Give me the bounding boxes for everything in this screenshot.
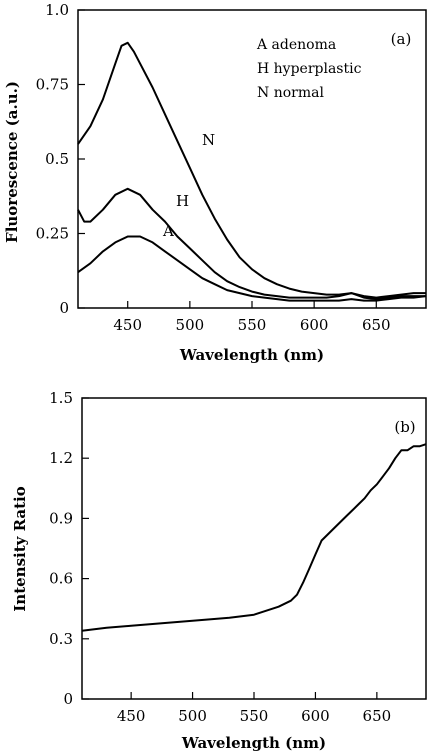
panel-a-curves (77, 41, 427, 302)
panel-b-y-tick-label: 1.2 (49, 449, 73, 467)
panel-a-y-tick-label: 1.0 (45, 1, 69, 19)
panel-b-chart: 450 500 550 600 650 0 0.3 0.6 0.9 1.2 1.5 (b) Wave… (11, 389, 427, 752)
legend-entry-normal: N normal (257, 85, 324, 101)
panel-b-ticks: 450 500 550 600 650 0 0.3 0.6 0.9 1.2 1.5 (49, 389, 391, 725)
panel-a-series-line-h (77, 187, 426, 301)
panel-b-x-tick-label: 550 (240, 707, 269, 725)
panel-a-series-line-a (77, 235, 427, 302)
panel-a-chart: 450 500 550 600 650 0 0.25 0.5 0.75 1.0 (a) A ade… (3, 1, 427, 364)
panel-b-plot-frame (81, 397, 427, 700)
curve-label-a: A (162, 222, 174, 240)
panel-a-series-line-n (77, 41, 426, 299)
panel-a-x-tick-label: 450 (113, 316, 142, 334)
panel-a-y-tick-label: 0.5 (45, 150, 69, 168)
panel-a-ticks: 450 500 550 600 650 0 0.25 0.5 0.75 1.0 (36, 1, 391, 334)
panel-b-x-tick-label: 650 (363, 707, 392, 725)
panel-a-y-tick-label: 0 (59, 299, 69, 317)
panel-b-x-axis-label: Wavelength (nm) (181, 734, 326, 752)
curve-label-n: N (202, 131, 215, 149)
panel-b-y-tick-label: 0 (63, 690, 73, 708)
panel-b-x-tick-label: 500 (178, 707, 207, 725)
panel-b-series-line (81, 443, 427, 632)
panel-a-y-tick-label: 0.25 (36, 225, 69, 243)
panel-a-x-tick-label: 600 (300, 316, 329, 334)
legend-entry-hyperplastic: H hyperplastic (257, 61, 362, 77)
panel-a-y-tick-label: 0.75 (36, 76, 69, 94)
panel-a-y-axis-label: Fluorescence (a.u.) (3, 81, 21, 243)
panel-a-legend: A adenoma H hyperplastic N normal (256, 37, 362, 101)
panel-b-y-tick-label: 0.3 (49, 630, 73, 648)
curve-label-h: H (176, 192, 189, 210)
panel-a-x-tick-label: 500 (176, 316, 205, 334)
panel-a-x-axis-label: Wavelength (nm) (179, 346, 324, 364)
panel-b-x-tick-label: 600 (301, 707, 330, 725)
panel-a-label: (a) (391, 30, 412, 48)
panel-b-label: (b) (394, 418, 415, 436)
panel-a-x-tick-label: 650 (362, 316, 391, 334)
panel-a-x-tick-label: 550 (238, 316, 267, 334)
panel-a-plot-frame (77, 9, 427, 309)
panel-b-curves (81, 443, 427, 632)
panel-b-y-axis-label: Intensity Ratio (11, 486, 29, 611)
panel-b-x-tick-label: 450 (117, 707, 146, 725)
panel-b-y-tick-label: 0.6 (49, 570, 73, 588)
panel-b-y-tick-label: 0.9 (49, 509, 73, 527)
legend-entry-adenoma: A adenoma (256, 37, 336, 53)
panel-b-y-tick-label: 1.5 (49, 389, 73, 407)
